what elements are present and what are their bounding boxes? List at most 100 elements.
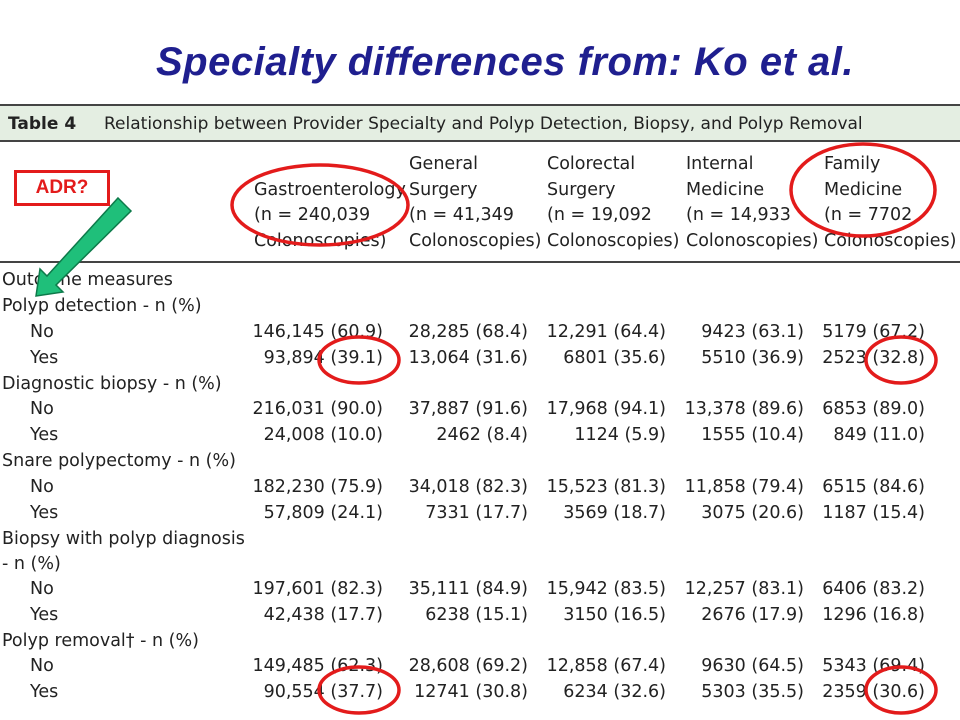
table-cell: 2676 (17.9)	[701, 605, 804, 625]
row-label: No	[30, 579, 54, 599]
table-section-heading: Diagnostic biopsy - n (%)	[0, 372, 960, 398]
table-cell: 24,008 (10.0)	[263, 425, 383, 445]
table-cell: 182,230 (75.9)	[252, 477, 383, 497]
column-header-line: Gastroenterology	[254, 179, 406, 200]
table-cell: 3150 (16.5)	[563, 605, 666, 625]
table-row: Yes 93,894 (39.1) 13,064 (31.6) 6801 (35.6)…	[0, 346, 960, 372]
column-header-line: (n = 14,933	[686, 205, 791, 225]
column-header-line: Internal	[686, 154, 754, 174]
table-row: No 149,485 (62.3) 28,608 (69.2) 12,858 (67.…	[0, 654, 960, 680]
row-label: No	[30, 656, 54, 676]
table-section-heading: Polyp removal† - n (%)	[0, 629, 960, 655]
row-label: No	[30, 477, 54, 497]
column-header-line: Colonoscopies)	[254, 230, 387, 251]
table-cell: 11,858 (79.4)	[684, 477, 804, 497]
row-label: Biopsy with polyp diagnosis	[2, 529, 245, 549]
table-section-heading: Outcome measures	[0, 268, 960, 294]
row-label: Outcome measures	[2, 270, 173, 290]
table-cell: 2359 (30.6)	[822, 682, 925, 702]
row-label: No	[30, 399, 54, 419]
table-cell: 1124 (5.9)	[574, 425, 666, 445]
row-label: - n (%)	[2, 554, 61, 574]
table-section-heading: Biopsy with polyp diagnosis	[0, 527, 960, 553]
column-header-line: Colonoscopies)	[409, 230, 542, 251]
table-row: Yes 90,554 (37.7) 12741 (30.8) 6234 (32.6) 5…	[0, 680, 960, 706]
column-header-line: (n = 41,349	[409, 205, 514, 225]
table-cell: 6406 (83.2)	[822, 579, 925, 599]
table-cell: 93,894 (39.1)	[263, 348, 383, 368]
table-cell: 6234 (32.6)	[563, 682, 666, 702]
table-cell: 9630 (64.5)	[701, 656, 804, 676]
column-header: General Surgery (n = 41,349 Colonoscopies)	[409, 152, 541, 254]
table-cell: 15,523 (81.3)	[546, 477, 666, 497]
row-label: Polyp removal† - n (%)	[2, 631, 199, 651]
column-header-line: (n = 7702	[824, 205, 913, 225]
table-cell: 849 (11.0)	[833, 425, 925, 445]
table-row: Yes 42,438 (17.7) 6238 (15.1) 3150 (16.5) 26…	[0, 603, 960, 629]
table-cell: 2523 (32.8)	[822, 348, 925, 368]
row-label: Snare polypectomy - n (%)	[2, 451, 236, 471]
column-header-line: Colorectal	[547, 154, 636, 174]
row-label: Yes	[30, 503, 59, 523]
row-label: Yes	[30, 605, 59, 625]
table-row: No 146,145 (60.9) 28,285 (68.4) 12,291 (64.…	[0, 320, 960, 346]
table-cell: 3075 (20.6)	[701, 503, 804, 523]
table-caption: Relationship between Provider Specialty …	[104, 114, 863, 134]
row-label: Polyp detection - n (%)	[2, 296, 202, 316]
table-cell: 12,257 (83.1)	[684, 579, 804, 599]
table-section-heading: Polyp detection - n (%)	[0, 294, 960, 320]
table-cell: 12,858 (67.4)	[546, 656, 666, 676]
row-label: No	[30, 322, 54, 342]
table-row: No 216,031 (90.0) 37,887 (91.6) 17,968 (94.…	[0, 397, 960, 423]
table-cell: 2462 (8.4)	[436, 425, 528, 445]
table-cell: 90,554 (37.7)	[263, 682, 383, 702]
table-cell: 35,111 (84.9)	[408, 579, 528, 599]
table-cell: 7331 (17.7)	[425, 503, 528, 523]
column-header-line: Colonoscopies)	[547, 230, 680, 251]
table-cell: 17,968 (94.1)	[546, 399, 666, 419]
table-section-heading: Snare polypectomy - n (%)	[0, 449, 960, 475]
table-cell: 6853 (89.0)	[822, 399, 925, 419]
table-cell: 146,145 (60.9)	[252, 322, 383, 342]
table-row: Yes 57,809 (24.1) 7331 (17.7) 3569 (18.7) 30…	[0, 501, 960, 527]
table-section-heading: - n (%)	[0, 552, 960, 578]
column-header: Colorectal Surgery (n = 19,092 Colonoscopie…	[547, 152, 679, 254]
column-header-line: Medicine	[824, 179, 903, 200]
column-header: Family Medicine (n = 7702 Colonoscopies)	[824, 152, 956, 254]
column-header-line: Medicine	[686, 179, 765, 200]
table-cell: 1555 (10.4)	[701, 425, 804, 445]
column-header-line: Colonoscopies)	[824, 230, 957, 251]
table-cell: 9423 (63.1)	[701, 322, 804, 342]
column-header-line: Surgery	[409, 179, 478, 200]
table-cell: 12741 (30.8)	[414, 682, 528, 702]
column-header-line: Surgery	[547, 179, 616, 200]
table-row: No 197,601 (82.3) 35,111 (84.9) 15,942 (83.…	[0, 577, 960, 603]
column-header-line: General	[409, 154, 478, 174]
table-cell: 28,285 (68.4)	[408, 322, 528, 342]
header-rule	[0, 261, 960, 263]
table-cell: 12,291 (64.4)	[546, 322, 666, 342]
row-label: Yes	[30, 682, 59, 702]
table-cell: 13,064 (31.6)	[408, 348, 528, 368]
column-header: Internal Medicine (n = 14,933 Colonoscopies…	[686, 152, 818, 254]
row-label: Yes	[30, 425, 59, 445]
table-cell: 6238 (15.1)	[425, 605, 528, 625]
table-cell: 37,887 (91.6)	[408, 399, 528, 419]
table-cell: 6515 (84.6)	[822, 477, 925, 497]
column-header-line: Colonoscopies)	[686, 230, 819, 251]
table-header-bar: Table 4 Relationship between Provider Sp…	[0, 104, 960, 142]
table-row: No 182,230 (75.9) 34,018 (82.3) 15,523 (81.…	[0, 475, 960, 501]
slide-title: Specialty differences from: Ko et al.	[156, 40, 854, 84]
table-cell: 28,608 (69.2)	[408, 656, 528, 676]
column-header-line: (n = 19,092	[547, 205, 652, 225]
table-cell: 6801 (35.6)	[563, 348, 666, 368]
table-cell: 1296 (16.8)	[822, 605, 925, 625]
column-header-line: Family	[824, 154, 881, 174]
row-label: Diagnostic biopsy - n (%)	[2, 374, 222, 394]
table-cell: 3569 (18.7)	[563, 503, 666, 523]
table-cell: 42,438 (17.7)	[263, 605, 383, 625]
table-cell: 15,942 (83.5)	[546, 579, 666, 599]
adr-label-box: ADR?	[14, 170, 110, 206]
table-cell: 149,485 (62.3)	[252, 656, 383, 676]
table-cell: 197,601 (82.3)	[252, 579, 383, 599]
